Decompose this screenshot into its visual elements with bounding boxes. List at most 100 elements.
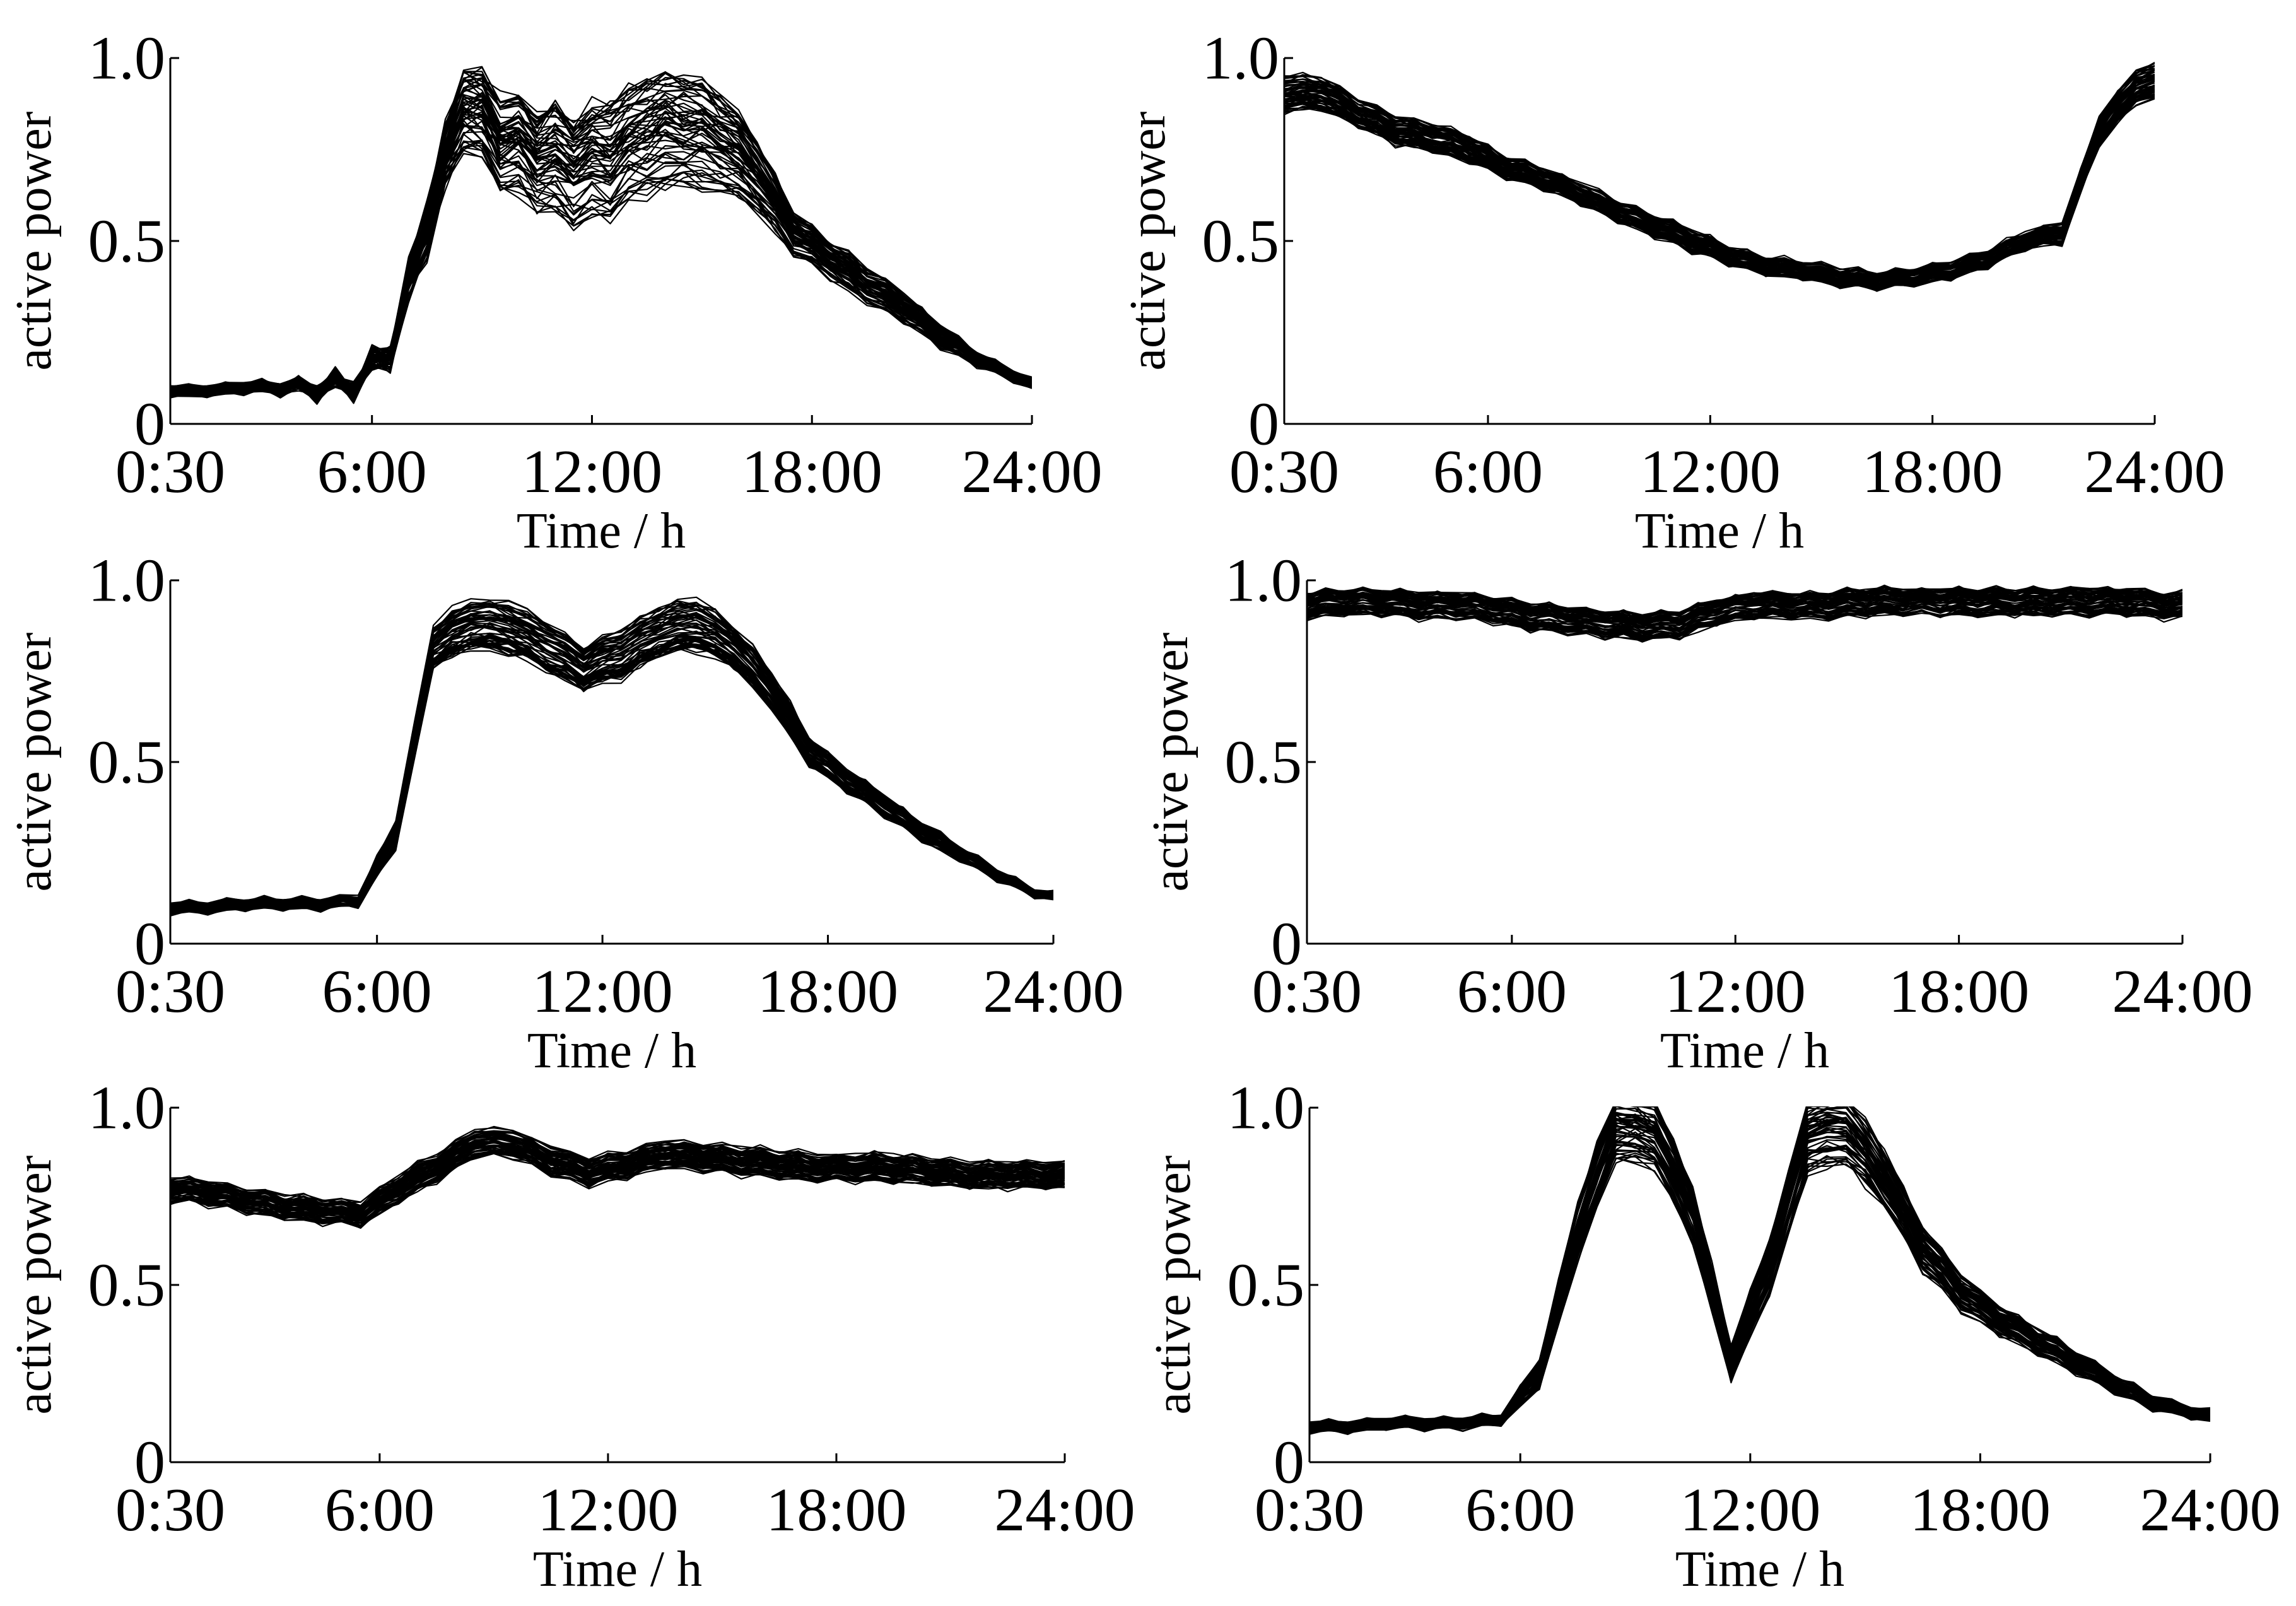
series-line	[170, 639, 1053, 915]
series-line	[1307, 598, 2182, 631]
y-tick-label: 0.5	[1202, 207, 1280, 275]
series-line	[170, 618, 1053, 910]
x-tick-label: 24:00	[2084, 438, 2225, 506]
x-axis-label: Time / h	[527, 1023, 696, 1079]
series-line	[170, 96, 1032, 398]
chart-panel-4: 0 0.5 1.0 0:30 6:00 12:00 18:00 24:00 Time / h ac…	[1143, 546, 2253, 1079]
series-line	[170, 114, 1032, 399]
series-line	[1309, 1106, 2210, 1425]
series-line	[170, 115, 1032, 395]
series-line	[170, 601, 1053, 906]
chart-panel-1: 0 0.5 1.0 0:30 6:00 12:00 18:00 24:00 Time / h ac…	[6, 24, 1103, 559]
series-line	[1307, 607, 2182, 641]
series-line	[170, 101, 1032, 399]
x-tick-label: 0:30	[1255, 1476, 1364, 1544]
series-line	[170, 619, 1053, 910]
y-tick-label: 0.5	[88, 728, 166, 796]
series-line	[170, 640, 1053, 913]
series-bundle	[170, 66, 1032, 405]
series-line	[170, 613, 1053, 909]
series-line	[1284, 94, 2155, 292]
series-line	[170, 87, 1032, 397]
x-tick-label: 12:00	[1665, 958, 1806, 1026]
series-line	[170, 1152, 1065, 1229]
series-line	[170, 71, 1032, 394]
series-line	[170, 77, 1032, 389]
series-line	[1307, 602, 2182, 636]
series-line	[170, 140, 1032, 404]
x-tick-label: 24:00	[2112, 958, 2252, 1026]
series-line	[170, 616, 1053, 911]
series-line	[170, 83, 1032, 396]
series-line	[170, 644, 1053, 916]
series-line	[170, 640, 1053, 914]
x-tick-label: 18:00	[1889, 958, 2029, 1026]
x-tick-label: 12:00	[522, 438, 662, 506]
y-axis-label: active power	[6, 633, 62, 892]
x-tick-label: 6:00	[1457, 958, 1567, 1026]
series-line	[170, 126, 1032, 401]
series-line	[170, 94, 1032, 394]
y-tick-label: 0.5	[88, 207, 166, 275]
chart-panel-5: 0 0.5 1.0 0:30 6:00 12:00 18:00 24:00 Time / h ac…	[6, 1074, 1135, 1597]
series-line	[170, 1152, 1065, 1229]
series-line	[170, 113, 1032, 401]
series-line	[170, 70, 1032, 393]
y-tick-label: 1.0	[88, 24, 166, 92]
y-tick-label: 1.0	[88, 546, 166, 614]
x-tick-label: 0:30	[115, 438, 225, 506]
series-line	[1309, 1118, 2210, 1430]
series-line	[170, 640, 1053, 914]
y-axis-label: active power	[1145, 1156, 1201, 1415]
series-line	[170, 1134, 1065, 1212]
x-tick-label: 0:30	[115, 1476, 225, 1544]
series-line	[170, 124, 1032, 401]
series-line	[1284, 86, 2155, 287]
y-axis-label: active power	[6, 1156, 62, 1415]
series-line	[170, 1140, 1065, 1217]
y-tick-label: 1.0	[1227, 1074, 1305, 1142]
y-tick-label: 0	[134, 1428, 165, 1496]
series-line	[1284, 75, 2155, 279]
x-axis-label: Time / h	[517, 503, 686, 559]
series-line	[170, 84, 1032, 391]
x-tick-label: 0:30	[1229, 438, 1339, 506]
x-tick-label: 24:00	[2140, 1476, 2280, 1544]
series-line	[170, 638, 1053, 915]
x-axis-label: Time / h	[1635, 503, 1804, 559]
x-tick-label: 18:00	[766, 1476, 906, 1544]
series-bundle	[170, 1125, 1065, 1229]
x-tick-label: 24:00	[994, 1476, 1135, 1544]
x-tick-label: 12:00	[1640, 438, 1781, 506]
series-line	[170, 1127, 1065, 1203]
chart-panel-3: 0 0.5 1.0 0:30 6:00 12:00 18:00 24:00 Time / h ac…	[6, 546, 1124, 1079]
x-tick-label: 18:00	[742, 438, 882, 506]
series-line	[170, 623, 1053, 912]
chart-panel-6: 0 0.5 1.0 0:30 6:00 12:00 18:00 24:00 Time / h ac…	[1145, 1074, 2281, 1597]
series-line	[170, 71, 1032, 394]
series-line	[1309, 1152, 2210, 1434]
series-line	[170, 78, 1032, 396]
y-tick-label: 0.5	[88, 1251, 166, 1319]
x-tick-label: 12:00	[1680, 1476, 1820, 1544]
series-line	[170, 146, 1032, 403]
x-tick-label: 24:00	[983, 958, 1123, 1026]
y-tick-label: 0.5	[1227, 1251, 1305, 1319]
x-tick-label: 12:00	[532, 958, 672, 1026]
series-line	[170, 647, 1053, 917]
series-line	[170, 144, 1032, 405]
series-line	[170, 133, 1032, 401]
series-line	[170, 116, 1032, 399]
x-axis-label: Time / h	[1660, 1023, 1829, 1079]
chart-panel-2: 0 0.5 1.0 0:30 6:00 12:00 18:00 24:00 Time / h ac…	[1120, 24, 2225, 559]
series-line	[170, 139, 1032, 399]
series-line	[170, 637, 1053, 915]
series-line	[1307, 585, 2182, 621]
x-axis-label: Time / h	[1675, 1542, 1844, 1597]
y-tick-label: 0	[1274, 1428, 1304, 1496]
series-line	[1284, 97, 2155, 291]
y-axis-label: active power	[1120, 112, 1176, 371]
series-line	[170, 95, 1032, 394]
x-tick-label: 6:00	[1433, 438, 1543, 506]
series-line	[170, 71, 1032, 390]
